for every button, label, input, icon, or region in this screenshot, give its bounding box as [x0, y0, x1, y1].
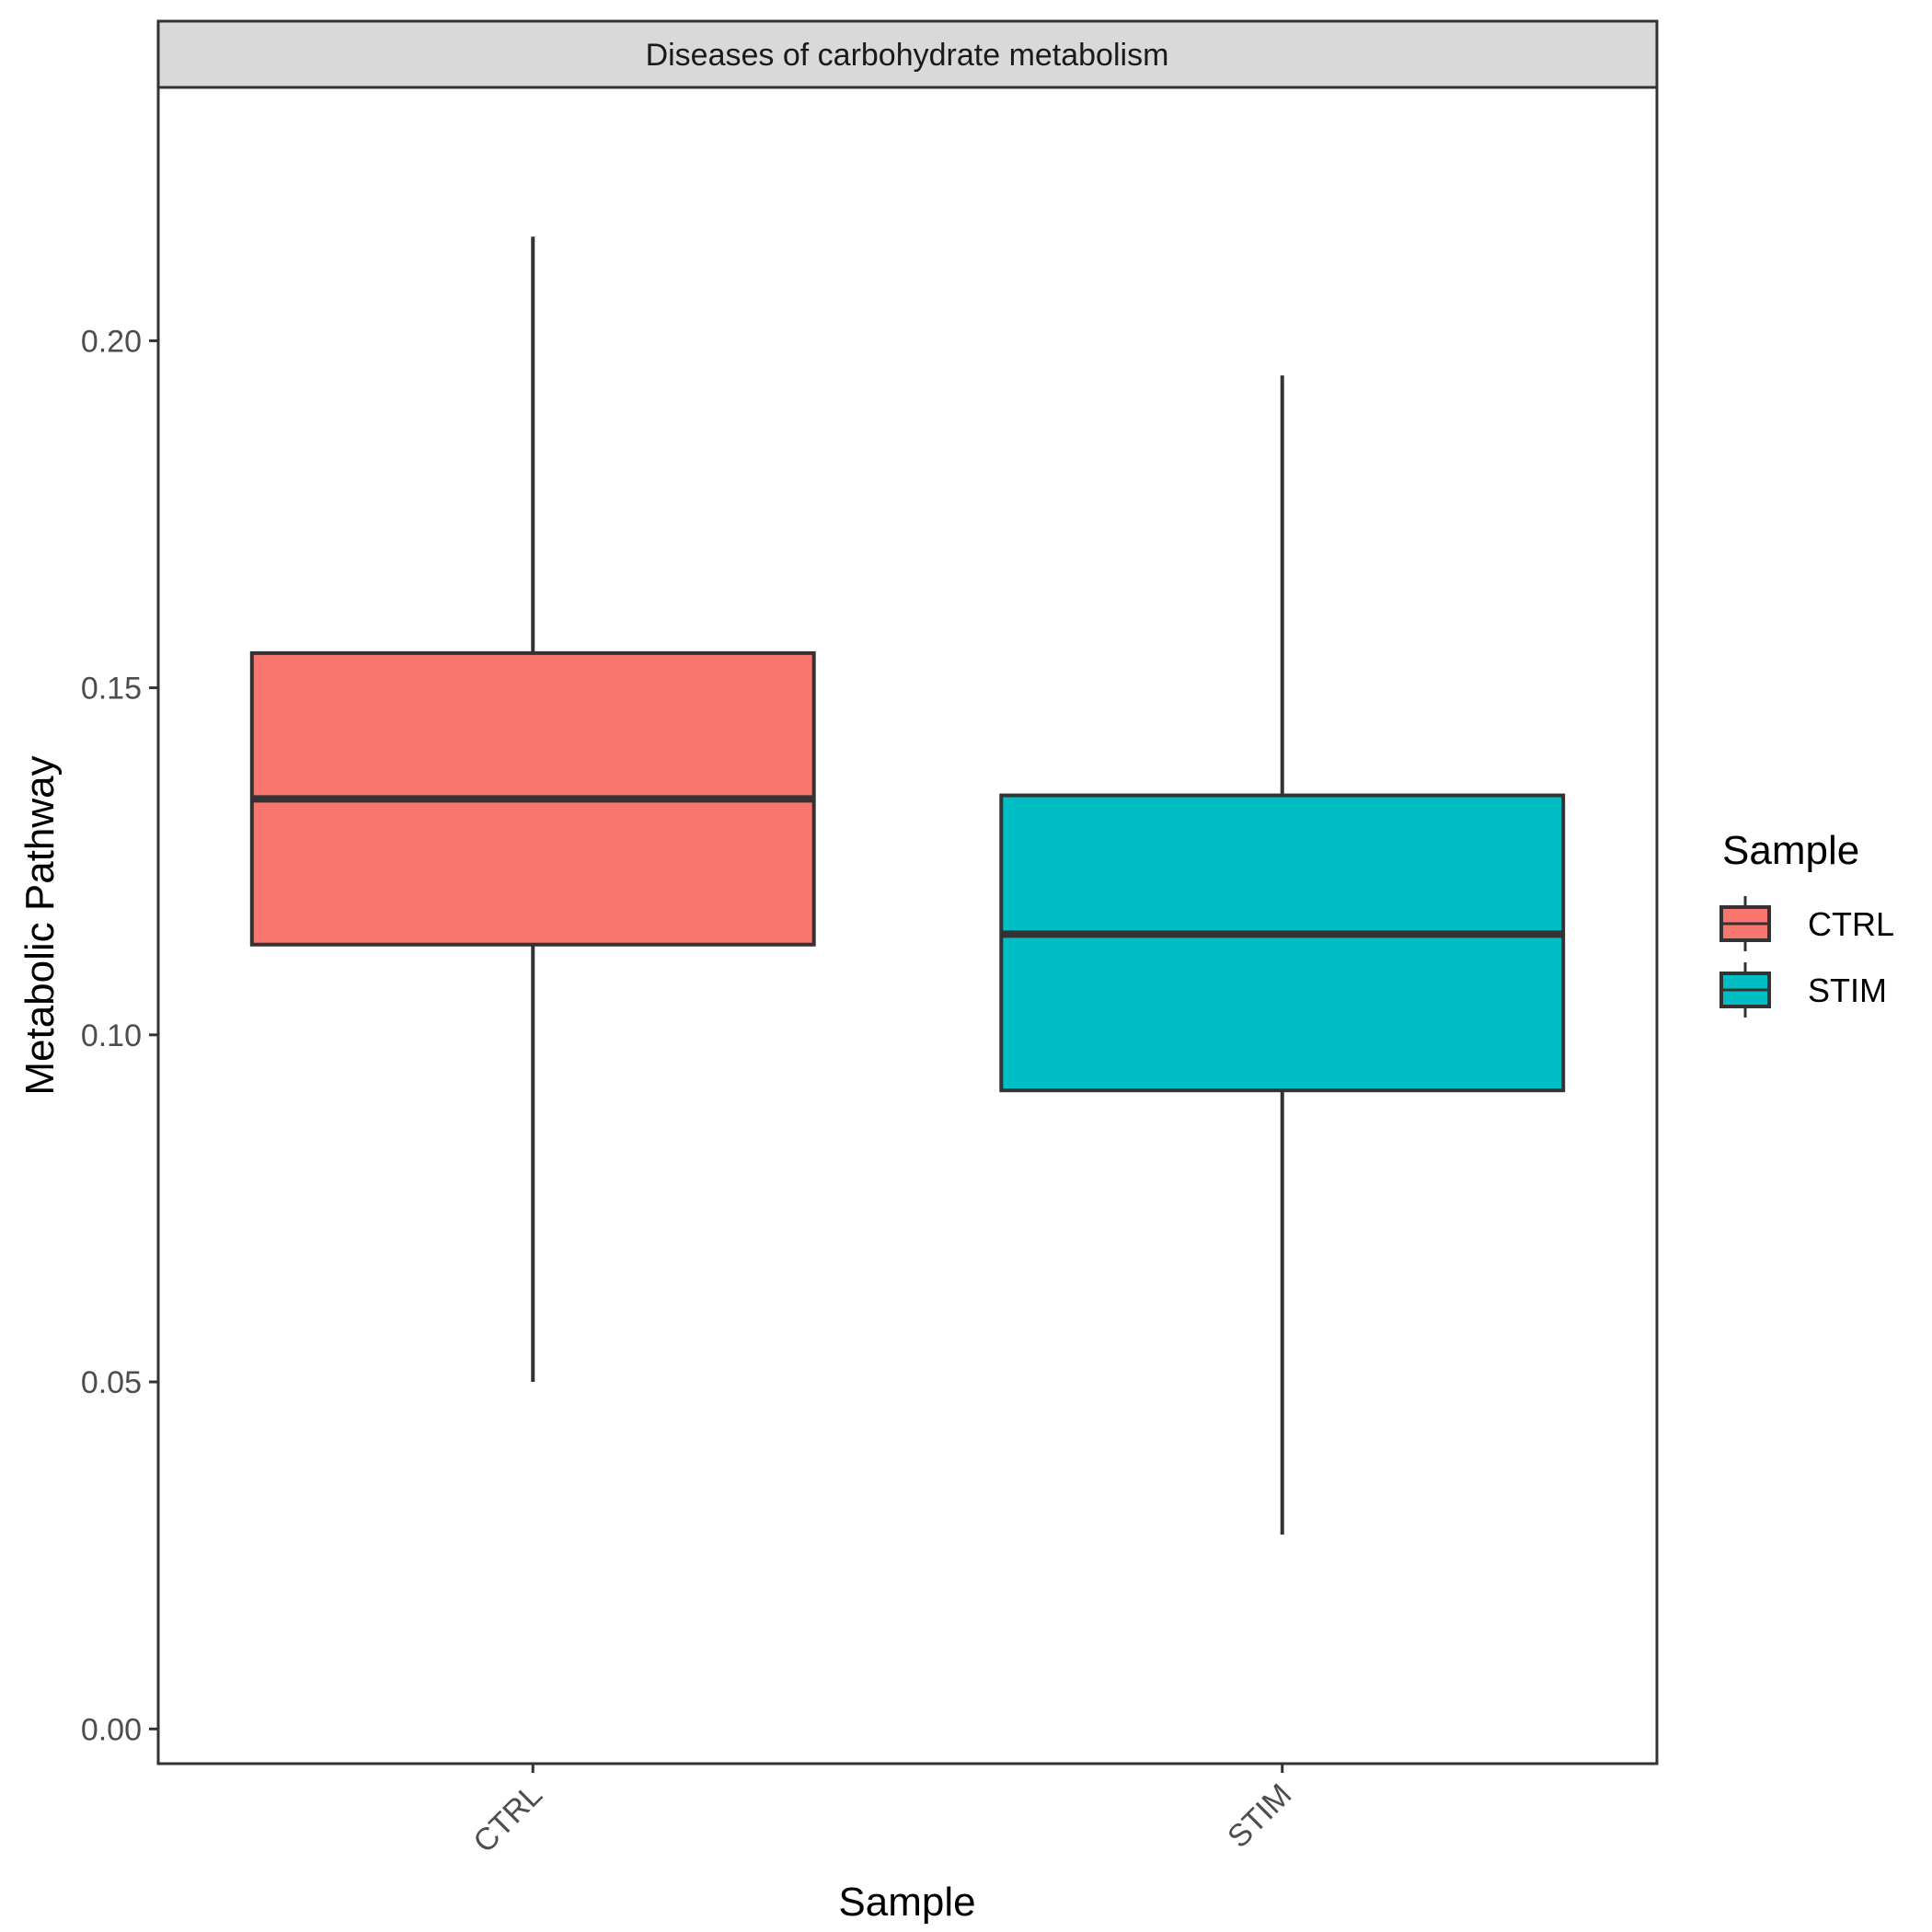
box-ctrl	[249, 236, 816, 1383]
facet-title: Diseases of carbohydrate metabolism	[646, 38, 1169, 73]
facet-strip	[156, 19, 1659, 89]
x-axis-title: Sample	[838, 1880, 975, 1925]
legend-item-ctrl: CTRL	[1719, 896, 1894, 951]
legend-title: Sample	[1722, 828, 1859, 873]
x-tick-label: STIM	[1221, 1777, 1298, 1855]
boxes-layer	[249, 236, 1566, 1535]
box-body	[999, 793, 1566, 1093]
y-tick-label: 0.10	[81, 1018, 142, 1053]
y-tick-label: 0.00	[81, 1712, 142, 1747]
y-tick-label: 0.05	[81, 1365, 142, 1400]
x-axis: CTRL STIM	[466, 1764, 1298, 1859]
y-tick-label: 0.20	[81, 324, 142, 359]
y-axis: 0.00 0.05 0.10 0.15 0.20	[81, 324, 158, 1747]
legend-label: CTRL	[1808, 905, 1894, 943]
legend-item-stim: STIM	[1719, 962, 1887, 1018]
box-stim	[999, 375, 1566, 1535]
legend: Sample CTRL STIM	[1719, 828, 1894, 1018]
x-tick-label: CTRL	[466, 1777, 549, 1860]
y-axis-title: Metabolic Pathway	[17, 755, 63, 1095]
y-tick-label: 0.15	[81, 672, 142, 707]
legend-label: STIM	[1808, 972, 1887, 1009]
